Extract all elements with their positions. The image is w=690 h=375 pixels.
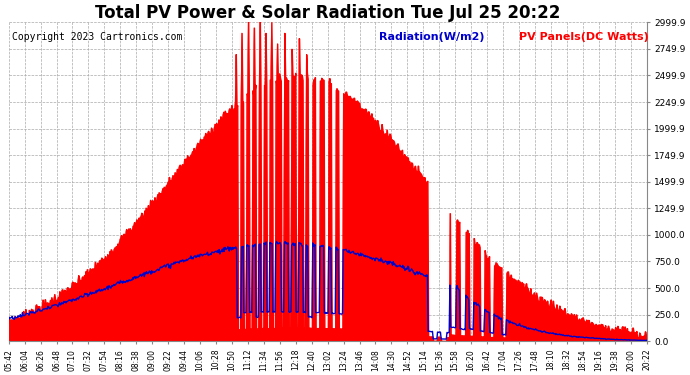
Title: Total PV Power & Solar Radiation Tue Jul 25 20:22: Total PV Power & Solar Radiation Tue Jul… <box>95 4 560 22</box>
Text: Radiation(W/m2): Radiation(W/m2) <box>379 32 484 42</box>
Text: Copyright 2023 Cartronics.com: Copyright 2023 Cartronics.com <box>12 32 182 42</box>
Text: PV Panels(DC Watts): PV Panels(DC Watts) <box>519 32 649 42</box>
